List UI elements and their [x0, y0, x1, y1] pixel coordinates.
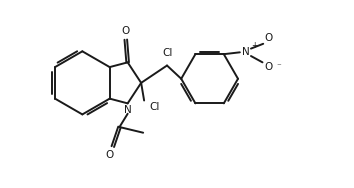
Text: ⁻: ⁻: [276, 62, 281, 71]
Text: Cl: Cl: [150, 102, 160, 112]
Text: +: +: [251, 41, 258, 50]
Text: O: O: [122, 27, 130, 36]
Text: O: O: [264, 62, 272, 72]
Text: N: N: [242, 47, 250, 57]
Text: O: O: [106, 150, 114, 160]
Text: O: O: [265, 33, 273, 43]
Text: Cl: Cl: [162, 48, 173, 58]
Text: N: N: [124, 105, 132, 115]
